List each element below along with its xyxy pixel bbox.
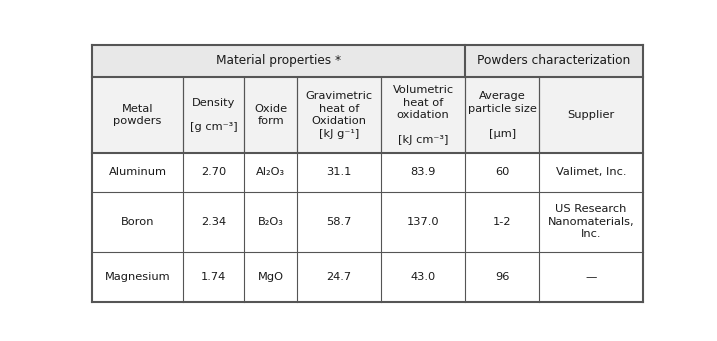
Bar — [92, 45, 642, 77]
Text: Magnesium: Magnesium — [105, 272, 171, 282]
Text: Powders characterization: Powders characterization — [477, 55, 630, 68]
Text: Valimet, Inc.: Valimet, Inc. — [556, 167, 626, 177]
Text: 2.70: 2.70 — [201, 167, 226, 177]
Text: 83.9: 83.9 — [410, 167, 436, 177]
Text: US Research
Nanomaterials,
Inc.: US Research Nanomaterials, Inc. — [548, 204, 634, 239]
Text: 137.0: 137.0 — [407, 217, 440, 227]
Text: Boron: Boron — [121, 217, 154, 227]
Bar — [92, 252, 642, 302]
Bar — [92, 77, 642, 153]
Text: Aluminum: Aluminum — [108, 167, 166, 177]
Text: 31.1: 31.1 — [326, 167, 352, 177]
Text: 24.7: 24.7 — [326, 272, 351, 282]
Bar — [92, 192, 642, 252]
Text: MgO: MgO — [257, 272, 284, 282]
Text: Material properties *: Material properties * — [216, 55, 341, 68]
Text: B₂O₃: B₂O₃ — [257, 217, 283, 227]
Text: 1-2: 1-2 — [493, 217, 511, 227]
Text: 2.34: 2.34 — [201, 217, 226, 227]
Text: Al₂O₃: Al₂O₃ — [256, 167, 285, 177]
Text: Gravimetric
heat of
Oxidation
[kJ g⁻¹]: Gravimetric heat of Oxidation [kJ g⁻¹] — [305, 91, 373, 138]
Text: Supplier: Supplier — [567, 110, 614, 120]
Text: Density

[g cm⁻³]: Density [g cm⁻³] — [190, 98, 237, 132]
Text: Oxide
form: Oxide form — [254, 104, 288, 126]
Text: 96: 96 — [495, 272, 509, 282]
Text: 60: 60 — [495, 167, 509, 177]
Text: Volumetric
heat of
oxidation

[kJ cm⁻³]: Volumetric heat of oxidation [kJ cm⁻³] — [392, 85, 454, 145]
Text: Metal
powders: Metal powders — [113, 104, 162, 126]
Text: 43.0: 43.0 — [410, 272, 436, 282]
Text: Average
particle size

[μm]: Average particle size [μm] — [467, 91, 536, 138]
Text: 58.7: 58.7 — [326, 217, 352, 227]
Text: —: — — [585, 272, 597, 282]
Bar — [92, 153, 642, 192]
Text: 1.74: 1.74 — [201, 272, 226, 282]
